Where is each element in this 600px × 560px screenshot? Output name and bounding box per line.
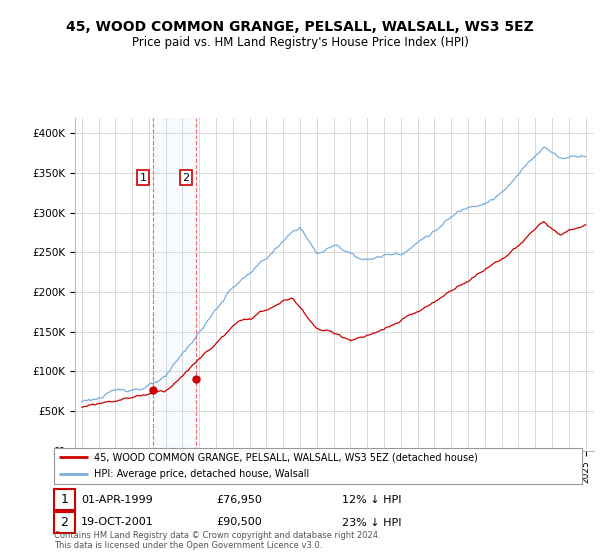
Text: 19-OCT-2001: 19-OCT-2001: [81, 517, 154, 528]
Bar: [153, 118, 196, 451]
Text: 23% ↓ HPI: 23% ↓ HPI: [342, 517, 401, 528]
Text: 12% ↓ HPI: 12% ↓ HPI: [342, 494, 401, 505]
Text: 45, WOOD COMMON GRANGE, PELSALL, WALSALL, WS3 5EZ: 45, WOOD COMMON GRANGE, PELSALL, WALSALL…: [66, 20, 534, 34]
Text: Price paid vs. HM Land Registry's House Price Index (HPI): Price paid vs. HM Land Registry's House …: [131, 36, 469, 49]
Text: £76,950: £76,950: [216, 494, 262, 505]
Text: 45, WOOD COMMON GRANGE, PELSALL, WALSALL, WS3 5EZ (detached house): 45, WOOD COMMON GRANGE, PELSALL, WALSALL…: [94, 452, 478, 462]
Text: HPI: Average price, detached house, Walsall: HPI: Average price, detached house, Wals…: [94, 469, 309, 479]
Text: 2: 2: [61, 516, 68, 529]
Text: 2: 2: [182, 172, 190, 183]
Text: 1: 1: [61, 493, 68, 506]
Text: 01-APR-1999: 01-APR-1999: [81, 494, 153, 505]
Text: £90,500: £90,500: [216, 517, 262, 528]
Text: 1: 1: [140, 172, 146, 183]
Text: Contains HM Land Registry data © Crown copyright and database right 2024.
This d: Contains HM Land Registry data © Crown c…: [54, 530, 380, 550]
